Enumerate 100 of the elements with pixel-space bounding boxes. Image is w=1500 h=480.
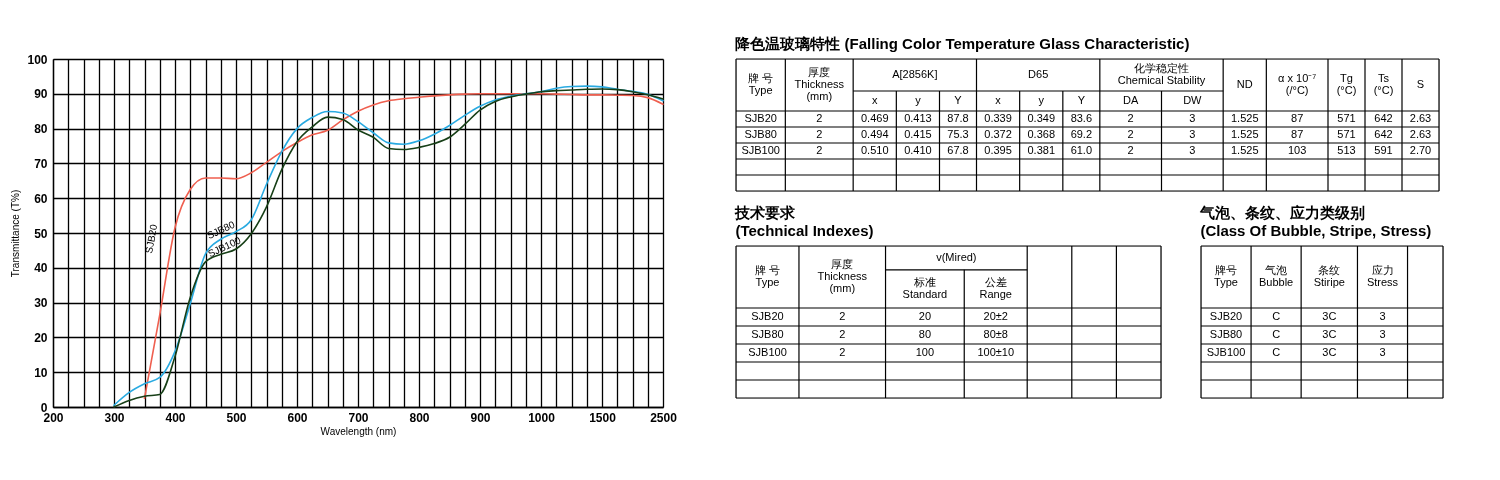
text: SJB20: [744, 112, 777, 124]
y-tick-label: 10: [34, 365, 48, 380]
x-axis-title: Wavelength (nm): [320, 425, 397, 437]
text: DA: [1123, 94, 1139, 106]
text: 100±10: [977, 346, 1015, 358]
text: SJB20: [751, 310, 784, 322]
text: 571: [1337, 112, 1356, 124]
text: 牌 号 Type: [754, 264, 781, 288]
x-tick-label: 2500: [650, 410, 678, 425]
text: 0.415: [904, 128, 932, 140]
text: 技术要求 (Technical Indexes): [734, 204, 874, 240]
text: 3: [1189, 128, 1196, 140]
text: 75.3: [947, 128, 969, 140]
text: 0.368: [1027, 128, 1056, 140]
text: 0.349: [1027, 112, 1056, 124]
x-tick-label: 700: [348, 410, 369, 425]
text: 3: [1379, 328, 1386, 340]
y-tick-label: 30: [34, 296, 48, 311]
text: 厚度 Thickness (mm): [794, 66, 845, 102]
text: 3: [1379, 310, 1386, 322]
text: 1.525: [1230, 112, 1259, 124]
text: 591: [1374, 144, 1393, 156]
text: 0.372: [984, 128, 1012, 140]
text: x: [872, 94, 878, 106]
text: 0.410: [904, 144, 932, 156]
y-tick-label: 40: [34, 261, 48, 276]
x-tick-label: 800: [409, 410, 430, 425]
text: y: [1038, 94, 1044, 106]
text: 0.413: [904, 112, 932, 124]
text: 80±8: [983, 328, 1008, 340]
text: SJB100: [741, 144, 780, 156]
text: SJB20: [143, 222, 160, 255]
y-tick-label: 80: [34, 122, 48, 137]
text: 3C: [1322, 328, 1337, 340]
text: 2: [1127, 128, 1134, 140]
text: 0.381: [1027, 144, 1056, 156]
text: 2: [1127, 144, 1134, 156]
text: SJB100: [1206, 346, 1246, 358]
text: 2: [816, 144, 823, 156]
text: 2.63: [1409, 112, 1432, 124]
text: S: [1416, 78, 1425, 90]
text: Y: [954, 94, 962, 106]
text: 3: [1189, 112, 1196, 124]
text: C: [1272, 328, 1281, 340]
text: 气泡 Bubble: [1258, 264, 1294, 288]
text: 2.70: [1409, 144, 1432, 156]
text: 2.63: [1409, 128, 1432, 140]
x-tick-label: 300: [104, 410, 125, 425]
y-tick-label: 70: [34, 156, 48, 171]
y-tick-label: 90: [34, 87, 48, 102]
text: 条纹 Stiripe: [1313, 264, 1345, 288]
text: 0.395: [984, 144, 1012, 156]
text: SJB80: [744, 128, 777, 140]
text: y: [915, 94, 921, 106]
text: v(Mired): [936, 250, 977, 263]
text: 80: [918, 328, 932, 340]
x-tick-label: 1000: [528, 410, 556, 425]
text: 571: [1337, 128, 1356, 140]
text: 化学稳定性 Chemical Stability: [1117, 62, 1206, 86]
y-tick-label: 20: [34, 330, 48, 345]
y-axis-title: Transmittance (T%): [10, 189, 22, 278]
text: 20±2: [983, 310, 1008, 322]
x-tick-label: 600: [287, 410, 308, 425]
text: SJB80: [751, 328, 784, 340]
x-tick-label: 900: [470, 410, 491, 425]
text: 降色温玻璃特性 (Falling Color Temperature Glass Characteristic): [735, 35, 1190, 53]
text: 67.8: [947, 144, 969, 156]
text: 61.0: [1070, 144, 1093, 156]
text: 厚度 Thickness (mm): [817, 258, 868, 294]
text: D65: [1028, 68, 1049, 80]
text: 2: [816, 128, 823, 140]
text: 20: [918, 310, 932, 322]
text: 69.2: [1070, 128, 1093, 140]
text: 2: [816, 112, 823, 124]
text: 3: [1379, 346, 1386, 358]
text: 642: [1374, 128, 1393, 140]
text: 2: [839, 346, 846, 358]
text: 3C: [1322, 346, 1337, 358]
text: Tg (°C): [1336, 72, 1357, 96]
text: 应力 Stress: [1366, 264, 1399, 288]
text: C: [1272, 346, 1281, 358]
text: 87: [1291, 112, 1304, 124]
text: Y: [1077, 94, 1086, 106]
text: x: [995, 94, 1001, 106]
text: 0.510: [860, 144, 889, 156]
text: 3: [1189, 144, 1196, 156]
text: 公差 Range: [979, 275, 1012, 300]
y-tick-label: 60: [34, 191, 48, 206]
text: 牌号 Type: [1214, 264, 1238, 288]
text: 87.8: [947, 112, 969, 124]
text: 103: [1287, 144, 1307, 156]
text: 513: [1337, 144, 1356, 156]
text: 0.469: [860, 112, 889, 124]
text: 1.525: [1230, 128, 1259, 140]
text: 3C: [1322, 310, 1337, 322]
text: 2: [839, 328, 846, 340]
text: 0.339: [984, 112, 1012, 124]
x-tick-label: 1500: [589, 410, 617, 425]
text: 2: [839, 310, 846, 322]
x-tick-label: 500: [226, 410, 247, 425]
